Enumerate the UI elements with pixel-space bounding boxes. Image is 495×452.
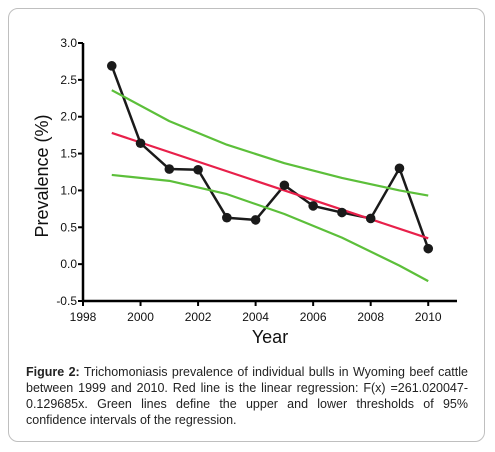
figure-frame — [8, 8, 485, 442]
x-tick-label: 2000 — [127, 310, 154, 324]
x-tick-label: 2006 — [300, 310, 327, 324]
upper-confidence-line — [111, 89, 429, 197]
data-point — [394, 163, 405, 174]
y-tick-label: 1.5 — [60, 147, 77, 161]
regression-line — [111, 131, 429, 240]
caption-text: Trichomoniasis prevalence of individual … — [26, 365, 468, 427]
x-tick-label: 2010 — [415, 310, 442, 324]
series-layer — [106, 61, 434, 283]
y-tick-label: -0.5 — [56, 294, 77, 308]
y-tick-label: 2.0 — [60, 110, 77, 124]
observed-prevalence-line — [110, 65, 430, 250]
caption-label: Figure 2: — [26, 365, 80, 379]
y-axis-label: Prevalence (%) — [32, 114, 52, 237]
data-point — [337, 207, 347, 218]
data-point — [365, 213, 376, 224]
y-tick-label: 3.0 — [60, 36, 77, 50]
data-point — [423, 243, 434, 254]
x-tick-label: 1998 — [70, 310, 97, 324]
figure-caption: Figure 2: Trichomoniasis prevalence of i… — [26, 364, 468, 428]
data-point — [250, 215, 261, 225]
data-point — [193, 164, 203, 175]
axes-layer: -0.5 0.0 0.5 1.0 1.5 2.0 2.5 3.0 1998 2000 2002 200… — [56, 36, 457, 324]
y-tick-label: 0.5 — [60, 220, 77, 234]
prevalence-chart: -0.5 0.0 0.5 1.0 1.5 2.0 2.5 3.0 1998 2000 2002 200… — [32, 36, 457, 347]
data-point — [106, 61, 117, 71]
x-axis-label: Year — [252, 327, 288, 347]
x-tick-label: 2002 — [185, 310, 212, 324]
y-tick-label: 0.0 — [60, 257, 77, 271]
x-tick-label: 2004 — [242, 310, 269, 324]
y-tick-label: 2.5 — [60, 73, 77, 87]
data-point — [222, 212, 232, 223]
lower-confidence-line — [111, 173, 429, 283]
x-tick-label: 2008 — [357, 310, 384, 324]
data-point — [279, 180, 290, 191]
data-point — [135, 138, 146, 149]
data-point — [308, 201, 318, 211]
y-tick-label: 1.0 — [60, 183, 77, 197]
data-point — [164, 164, 175, 174]
